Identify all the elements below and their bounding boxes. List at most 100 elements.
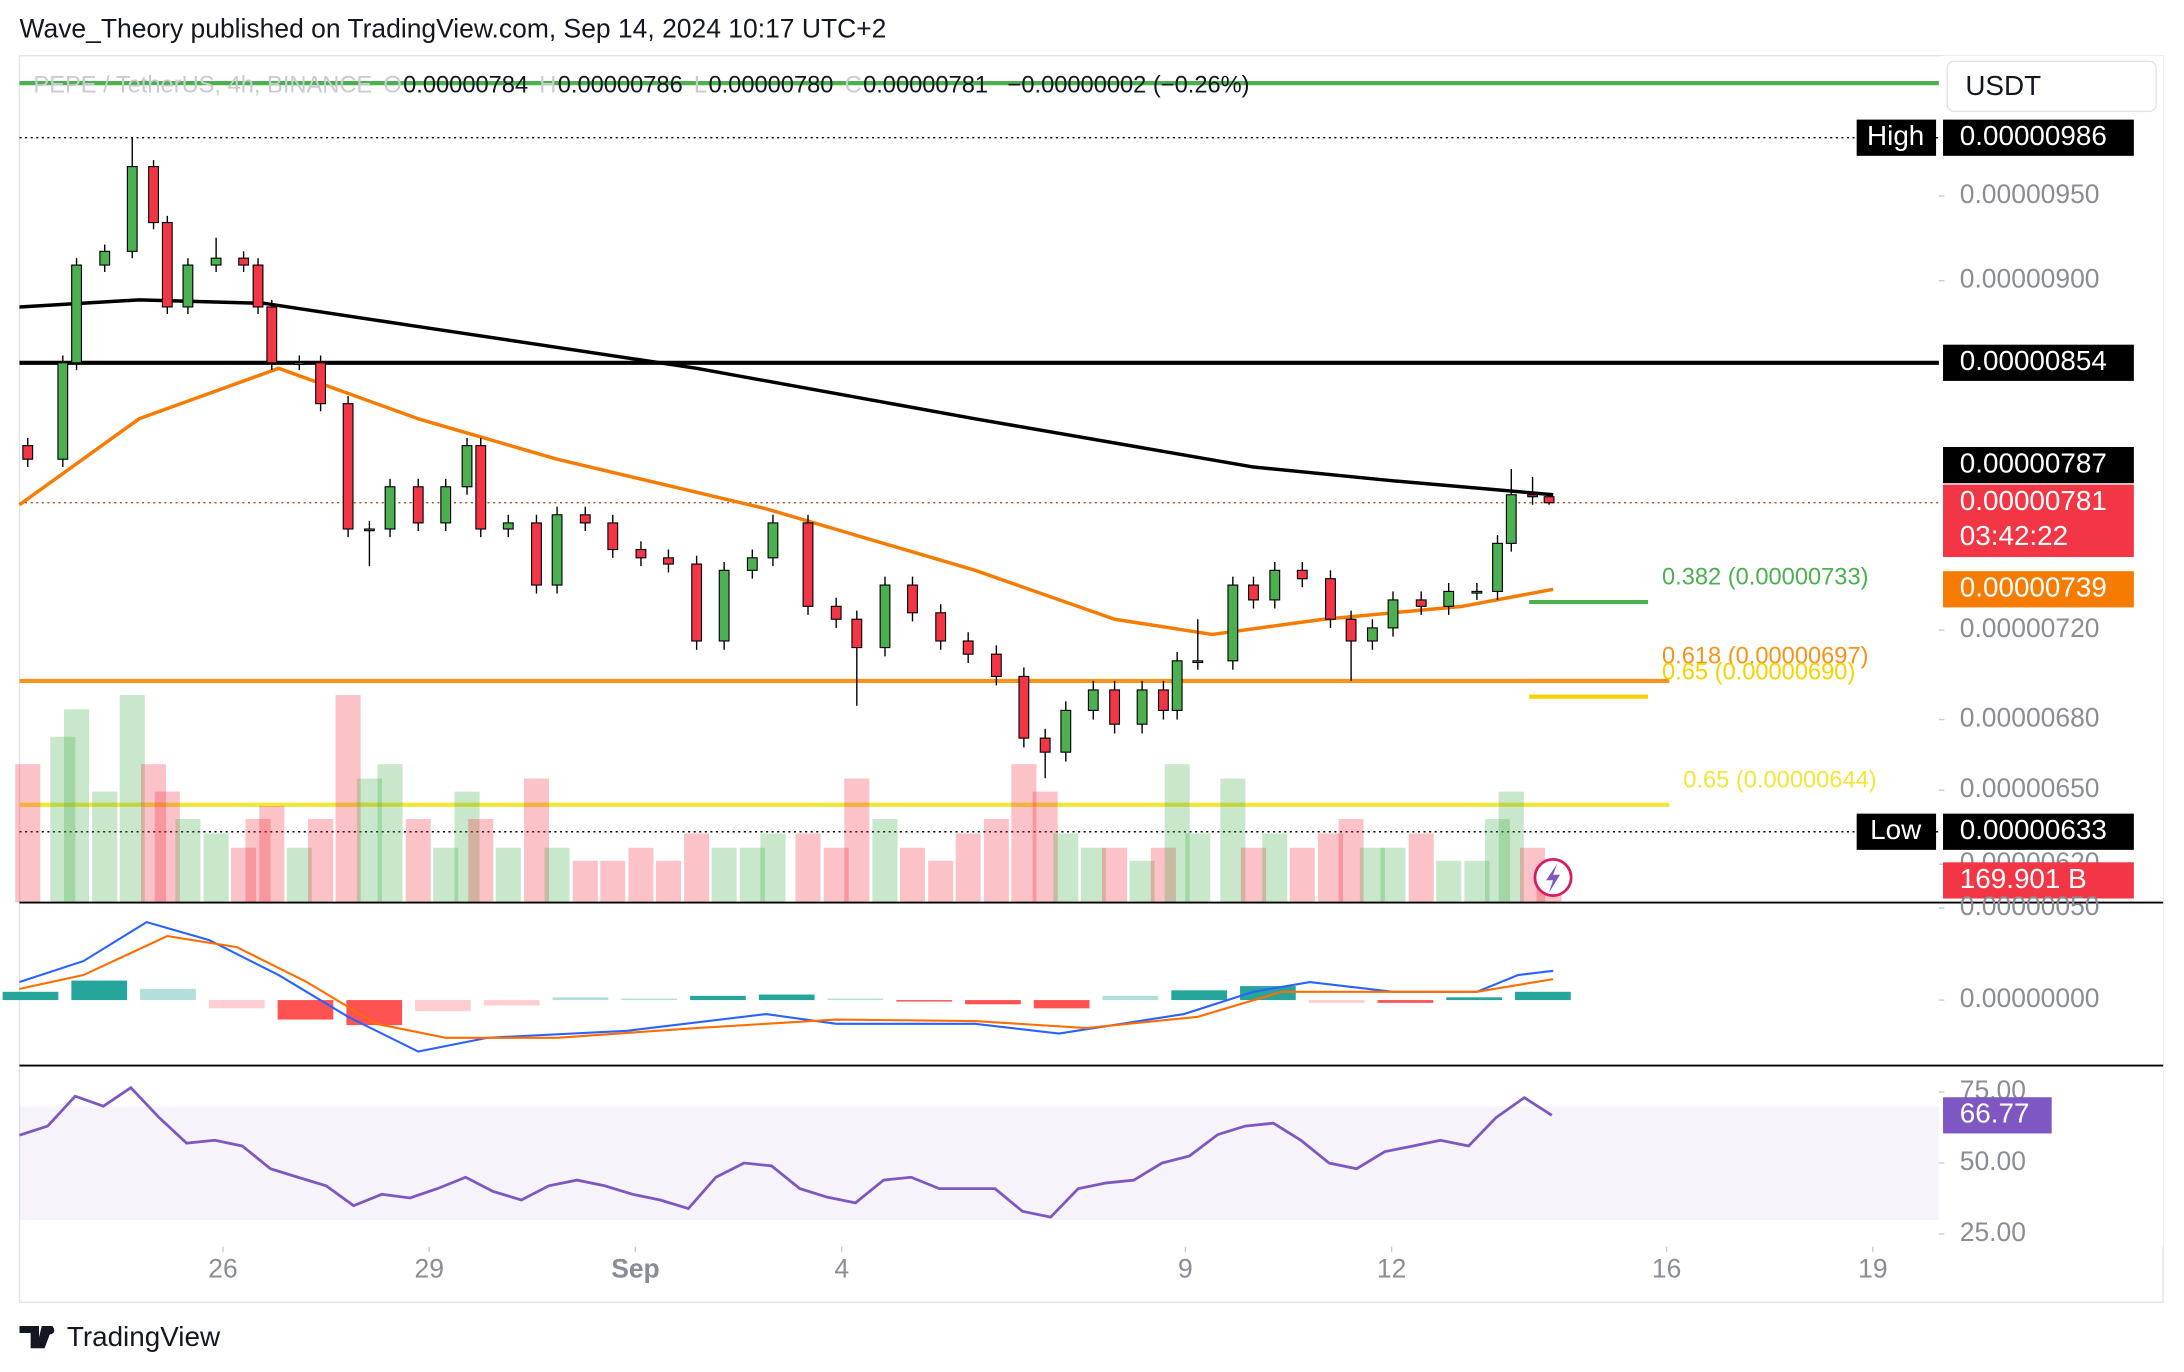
x-tick-label: 9 (1178, 1253, 1193, 1283)
candle-body (475, 445, 487, 530)
volume-bar (1080, 847, 1106, 903)
macd-hist-bar (552, 997, 609, 1001)
legend-value: 0.00000784 (403, 73, 528, 99)
candle-body (1087, 689, 1099, 711)
volume-bar (1484, 819, 1511, 903)
macd-hist-bar (346, 1000, 403, 1026)
candle-body (22, 445, 34, 460)
candle-body (1296, 569, 1308, 580)
moving-average (18, 366, 1554, 637)
price-label-box (1943, 344, 2134, 381)
candle (746, 549, 758, 579)
candle-body (342, 403, 354, 530)
volume-bar (655, 860, 681, 903)
volume-bar (495, 847, 521, 903)
macd-tick-label: 0.00000000 (1960, 983, 2100, 1013)
volume-bar (1498, 791, 1524, 903)
volume-bar (955, 833, 981, 903)
volume-bar (523, 778, 549, 903)
candle-body (1471, 590, 1483, 594)
candle-body (315, 362, 327, 405)
candle (440, 478, 452, 532)
macd-hist-bar (1171, 990, 1228, 1001)
volume-bar (64, 709, 90, 903)
candle-body (161, 222, 173, 308)
candle (293, 355, 305, 371)
macd-hist-bar (277, 1000, 334, 1020)
candle (1387, 591, 1399, 637)
rsi-line (19, 1085, 1553, 1219)
volume-bar (154, 791, 180, 903)
volume-layer (15, 694, 1562, 903)
volume-bar (454, 791, 480, 903)
candle-body (57, 362, 69, 460)
volume-bar (92, 791, 118, 903)
candle (767, 514, 779, 567)
candle (635, 541, 647, 567)
candle (475, 437, 487, 538)
candle-body (412, 486, 424, 524)
volume-bar (1011, 764, 1037, 903)
candle-body (148, 166, 159, 224)
candle-body (907, 584, 918, 614)
x-tick-label: 29 (415, 1253, 444, 1283)
candle (1171, 651, 1183, 720)
rsi-label: 66.77 (1960, 1098, 2030, 1129)
volume-bar (175, 819, 201, 903)
volume-bar (1359, 847, 1385, 903)
candle-body (99, 250, 111, 266)
volume-bar (844, 778, 870, 903)
candle-body (71, 264, 82, 364)
candle (1018, 667, 1030, 748)
legend-change: −0.00000002 (−0.26%) (1008, 73, 1250, 99)
axis-layer: 0.00000950 0.00000900 0.00000720 0.00000680… (208, 119, 2134, 1283)
candle-body (1415, 599, 1427, 607)
candle-body (210, 257, 222, 266)
y-tick-label: 0.00000680 (1960, 703, 2100, 733)
x-tick-label: 19 (1858, 1253, 1887, 1283)
candle-body (1109, 689, 1121, 725)
candle-body (663, 557, 674, 565)
candle (531, 514, 542, 594)
volume-bar (544, 847, 570, 903)
volume-bar (1240, 847, 1267, 903)
x-tick-label: 26 (208, 1253, 237, 1283)
volume-bar (1032, 791, 1058, 903)
volume-bar (928, 860, 954, 903)
price-label-box (1943, 571, 2134, 608)
price-label-box (1943, 813, 2134, 850)
candle (182, 258, 194, 315)
candle (962, 632, 974, 664)
candle (1527, 476, 1539, 505)
volume-bar (760, 833, 786, 903)
candle (1443, 582, 1455, 615)
volume-bar (335, 694, 361, 903)
legend-value: 0.00000781 (863, 73, 988, 99)
volume-bar (1164, 764, 1190, 903)
candle-body (1543, 496, 1555, 504)
candle (935, 604, 947, 650)
macd-hist-bar (965, 1000, 1021, 1005)
volume-bar (259, 805, 285, 903)
macd-hist-bar (2, 991, 59, 1001)
volume-bar (405, 819, 431, 903)
macd-hist-bar (1308, 1000, 1365, 1003)
candle-body (1325, 578, 1336, 620)
candle-body (1366, 627, 1378, 642)
volume-bar (1220, 778, 1246, 903)
macd-line (19, 934, 1554, 1039)
price-label: 0.00000633 (1960, 814, 2107, 845)
candle-body (551, 514, 563, 586)
candle-body (182, 264, 194, 308)
volume-bar (15, 764, 41, 903)
macd-hist-bar (758, 994, 815, 1001)
candle-body (691, 563, 703, 642)
currency-button[interactable] (1946, 60, 2157, 113)
candle-body (1387, 599, 1399, 629)
candle-body (935, 612, 947, 642)
x-tick-label: Sep (611, 1253, 660, 1283)
price-label: 0.00000781 (1960, 485, 2107, 516)
legend-key: C (845, 73, 862, 99)
volume-bar (1408, 833, 1434, 903)
